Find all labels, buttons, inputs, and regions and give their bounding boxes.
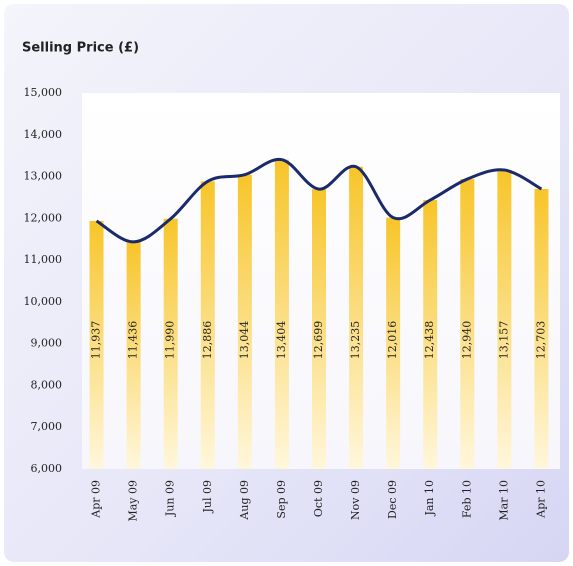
y-tick-label: 9,000 — [31, 337, 63, 350]
x-tick-label: Nov 09 — [349, 480, 362, 520]
y-tick-label: 8,000 — [31, 378, 63, 391]
x-tick-label: Dec 09 — [386, 480, 399, 519]
y-tick-label: 11,000 — [24, 253, 63, 266]
bar — [163, 218, 178, 469]
value-label: 13,044 — [238, 321, 251, 360]
value-label: 12,699 — [312, 321, 325, 360]
trend-line — [95, 157, 543, 244]
y-tick-label: 13,000 — [24, 170, 63, 183]
y-tick-label: 14,000 — [24, 128, 63, 141]
value-label: 13,157 — [497, 321, 510, 360]
chart-title: Selling Price (£) — [22, 41, 139, 56]
y-tick-label: 10,000 — [24, 295, 63, 308]
value-label: 11,990 — [164, 321, 177, 360]
x-tick-label: Jul 09 — [201, 480, 214, 514]
value-label: 13,235 — [349, 321, 362, 360]
x-tick-label: Jan 10 — [423, 480, 436, 517]
value-label: 11,937 — [90, 321, 103, 360]
value-label: 11,436 — [127, 321, 140, 360]
bar — [386, 217, 401, 469]
bar — [497, 169, 512, 469]
x-tick-label: Feb 10 — [460, 480, 473, 518]
value-label: 12,703 — [534, 321, 547, 360]
x-tick-label: Jun 09 — [164, 480, 177, 517]
value-label: 13,404 — [275, 321, 288, 360]
value-label: 12,940 — [460, 321, 473, 360]
bar — [89, 220, 104, 469]
bar — [460, 179, 475, 469]
value-label: 12,016 — [386, 321, 399, 360]
x-tick-label: Oct 09 — [312, 480, 325, 517]
bar — [534, 188, 549, 469]
bar — [200, 181, 215, 469]
x-tick-label: Apr 09 — [90, 480, 103, 519]
value-label: 12,886 — [201, 321, 214, 360]
x-tick-label: Apr 10 — [534, 480, 547, 519]
y-tick-label: 7,000 — [31, 420, 63, 433]
y-tick-label: 6,000 — [31, 462, 63, 475]
bar — [126, 241, 141, 469]
y-tick-label: 15,000 — [24, 86, 63, 99]
x-tick-label: Mar 10 — [497, 480, 510, 521]
y-tick-label: 12,000 — [24, 211, 63, 224]
bar — [237, 174, 252, 469]
bar — [349, 166, 364, 469]
x-tick-label: Aug 09 — [238, 480, 251, 521]
x-tick-label: May 09 — [127, 480, 140, 522]
bar — [312, 189, 326, 469]
x-tick-label: Sep 09 — [275, 480, 288, 519]
bar — [423, 200, 438, 469]
bar — [274, 159, 289, 469]
value-label: 12,438 — [423, 321, 436, 360]
